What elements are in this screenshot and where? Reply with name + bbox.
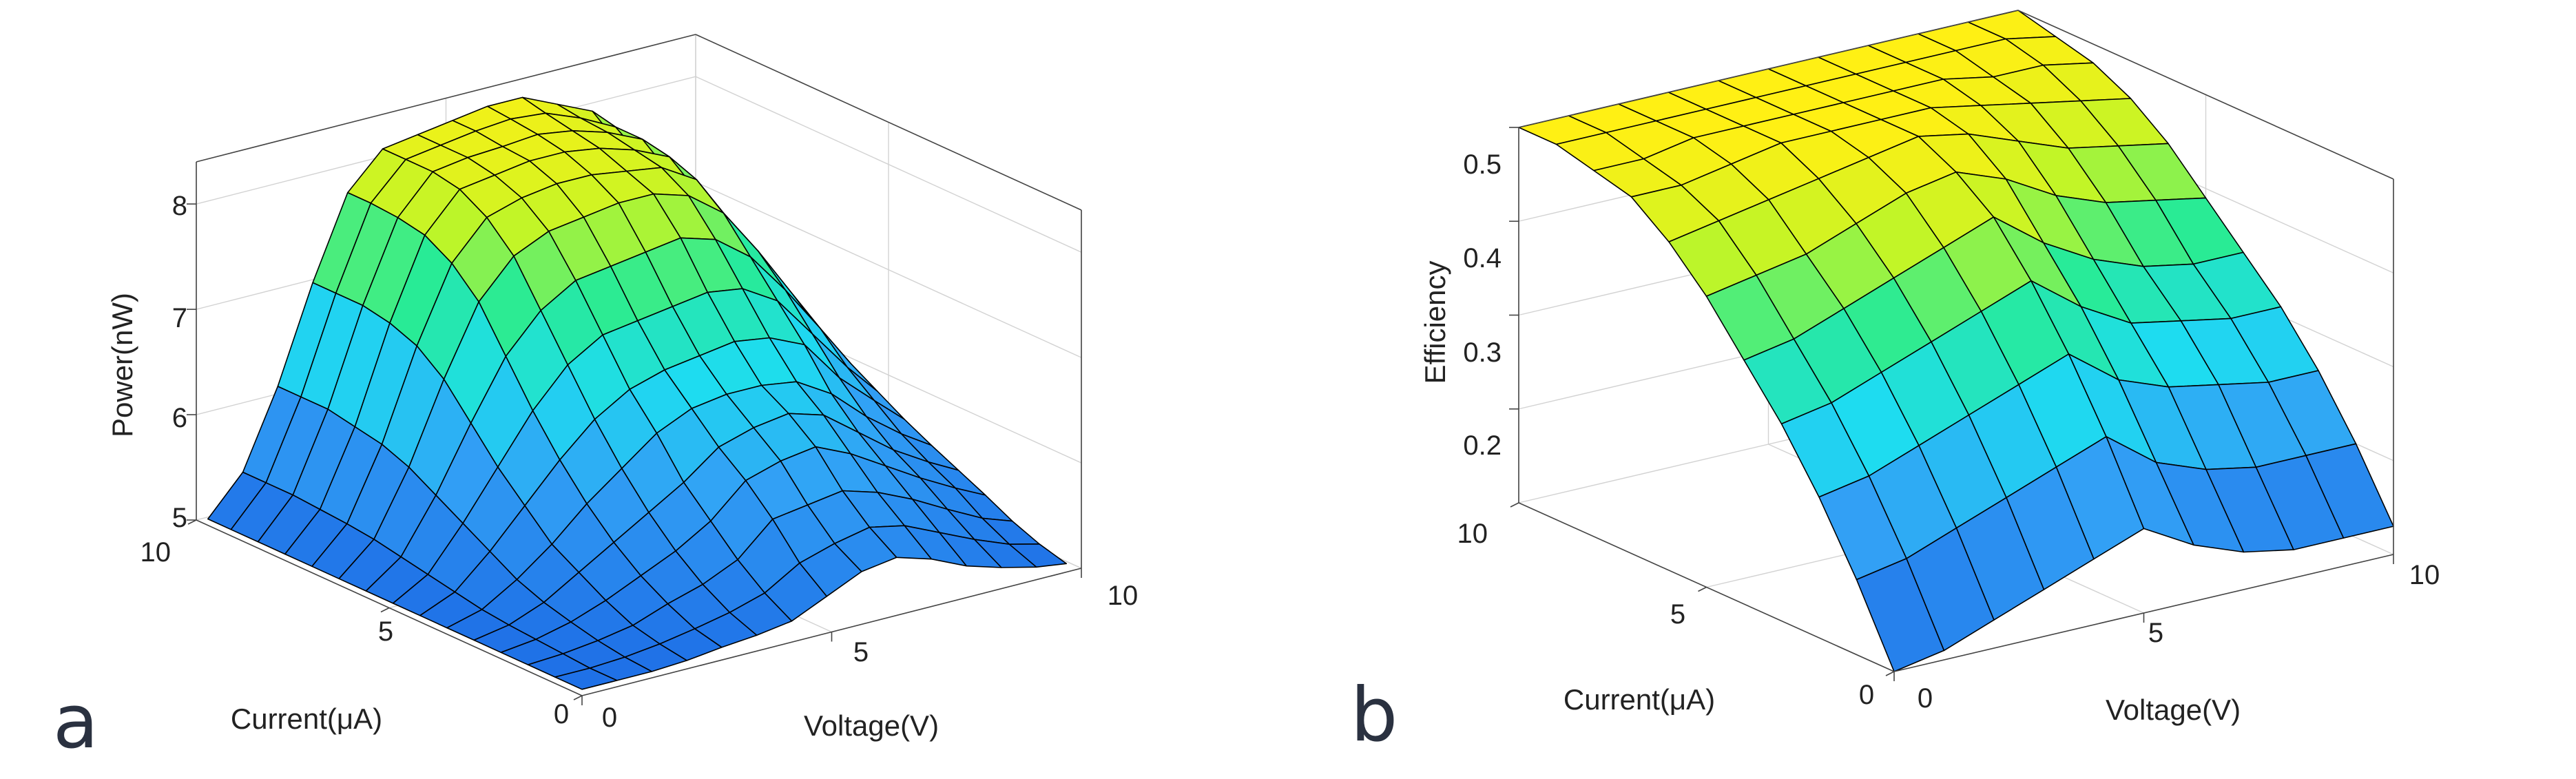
x-tick-label: 0 — [1918, 683, 1933, 714]
z-tick-label: 7 — [172, 303, 187, 333]
axes-box — [1509, 10, 2394, 681]
z-tick-label: 6 — [172, 403, 187, 433]
y-tick-label: 10 — [141, 537, 172, 568]
tick-mark — [1698, 586, 1707, 592]
z-axis-label: Efficiency — [1419, 261, 1451, 384]
y-tick-label: 0 — [554, 699, 569, 729]
surface-chart-a: 8 7 6 5 10 5 0 0 5 10 Power(nW) Current(… — [53, 34, 1139, 765]
x-tick-label: 5 — [853, 637, 869, 667]
axis-line — [1518, 10, 2019, 128]
y-axis-label: Current(μA) — [1564, 683, 1715, 716]
y-tick-label: 5 — [378, 616, 393, 647]
x-axis-label: Voltage(V) — [804, 709, 939, 742]
y-tick-label: 5 — [1670, 599, 1685, 630]
panel-label-b: b — [1351, 672, 1398, 758]
tick-mark — [573, 695, 583, 700]
surface-patch — [2305, 443, 2394, 539]
z-tick-label: 8 — [172, 191, 187, 221]
y-tick-label: 0 — [1859, 680, 1874, 710]
z-tick-label: 0.4 — [1463, 243, 1502, 273]
z-tick-label: 0.2 — [1463, 430, 1502, 461]
axis-line — [695, 34, 1082, 211]
z-tick-label: 0.3 — [1463, 337, 1502, 368]
axis-line — [2017, 10, 2394, 180]
z-tick-label: 5 — [172, 503, 187, 533]
surface-patch — [1008, 543, 1068, 568]
axes-box — [187, 34, 1082, 705]
z-axis-label: Power(nW) — [106, 293, 138, 437]
x-axis-label: Voltage(V) — [2106, 694, 2241, 726]
tick-mark — [1885, 671, 1895, 676]
x-tick-label: 10 — [1108, 581, 1139, 611]
y-tick-label: 10 — [1457, 519, 1488, 549]
tick-labels: 0.5 0.4 0.3 0.2 10 5 0 0 5 10 — [1457, 149, 2440, 714]
z-tick-label: 0.5 — [1463, 149, 1502, 180]
x-tick-label: 5 — [2148, 618, 2163, 648]
y-axis-label: Current(μA) — [231, 703, 382, 735]
surface-mesh — [207, 96, 1068, 690]
tick-mark — [1510, 502, 1519, 508]
axis-line — [196, 34, 696, 163]
x-tick-label: 10 — [2409, 560, 2440, 590]
panel-label-a: a — [53, 679, 98, 765]
surface-mesh — [1518, 10, 2394, 672]
tick-mark — [187, 519, 197, 525]
tick-mark — [380, 607, 390, 613]
tick-labels: 8 7 6 5 10 5 0 0 5 10 — [141, 191, 1139, 733]
surface-chart-b: 0.5 0.4 0.3 0.2 10 5 0 0 5 10 Efficiency… — [1351, 10, 2440, 758]
x-tick-label: 0 — [602, 703, 617, 733]
